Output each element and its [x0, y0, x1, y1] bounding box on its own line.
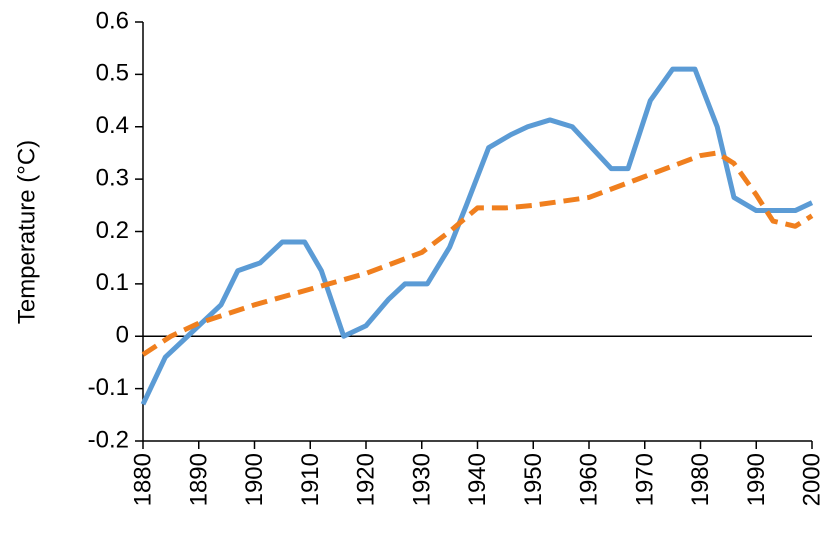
y-tick-label: 0.5	[96, 60, 129, 87]
y-tick-label: 0	[116, 322, 129, 349]
y-tick-label: 0.6	[96, 7, 129, 34]
y-tick-label: 0.4	[96, 112, 129, 139]
x-tick-label: 1910	[297, 453, 324, 506]
y-axis-label: Temperature (°C)	[13, 140, 40, 324]
y-tick-label: 0.3	[96, 164, 129, 191]
x-tick-label: 1970	[631, 453, 658, 506]
line-series	[141, 150, 814, 357]
y-tick-label: 0.1	[96, 269, 129, 296]
x-tick-label: 1880	[130, 453, 157, 506]
x-tick-label: 1930	[408, 453, 435, 506]
x-tick-label: 1950	[520, 453, 547, 506]
x-tick-label: 1940	[464, 453, 491, 506]
x-tick-label: 1990	[743, 453, 770, 506]
x-tick-label: 1980	[687, 453, 714, 506]
x-tick-label: 1890	[185, 453, 212, 506]
line-series	[140, 66, 814, 406]
y-tick-label: -0.1	[88, 374, 129, 401]
x-tick-label: 1960	[576, 453, 603, 506]
x-tick-label: 1900	[241, 453, 268, 506]
y-tick-label: 0.2	[96, 217, 129, 244]
x-tick-label: 1920	[353, 453, 380, 506]
y-tick-label: -0.2	[88, 426, 129, 453]
x-tick-label: 2000	[799, 453, 826, 506]
